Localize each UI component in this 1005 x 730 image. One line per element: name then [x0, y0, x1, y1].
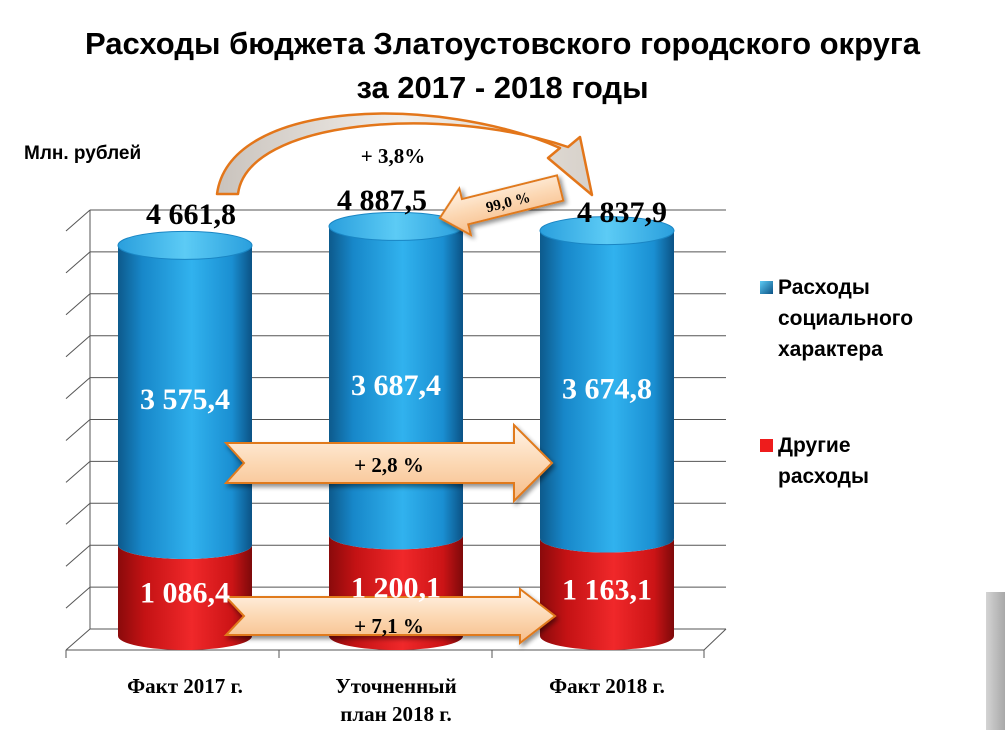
data-label-social: 3 687,4	[351, 369, 441, 402]
gridline-depth	[65, 251, 91, 274]
bar-top-cap	[539, 216, 675, 246]
category-label: Факт 2018 г.	[549, 674, 665, 698]
gridline-depth	[65, 586, 91, 609]
gridline-depth	[65, 544, 91, 567]
growth-label-social: + 2,8 %	[354, 453, 424, 477]
bar-top-cap	[117, 230, 253, 260]
back-arrow-group: 99,0 %	[438, 174, 565, 237]
gridline-depth	[65, 502, 91, 525]
gridline-depth	[65, 293, 91, 316]
growth-arrow-other	[223, 586, 557, 646]
chart-title-line-1: Расходы бюджета Златоустовского городско…	[84, 26, 920, 61]
gridline-depth	[65, 209, 91, 232]
bar-segment-other	[118, 544, 252, 650]
growth-label-other: + 7,1 %	[354, 614, 424, 638]
legend-text-line: расходы	[778, 465, 869, 488]
growth-label-total: + 3,8%	[361, 144, 425, 168]
growth-arrow-social	[223, 422, 554, 504]
side-scroll-decoration	[986, 592, 1005, 730]
floor-right-edge	[703, 628, 727, 651]
legend-text-line: характера	[778, 338, 883, 361]
chart-title-line-2: за 2017 - 2018 годы	[356, 70, 649, 105]
unit-label: Млн. рублей	[24, 143, 142, 164]
data-label-other: 1 086,4	[140, 576, 230, 609]
total-label: 4 661,8	[146, 198, 236, 231]
category-label: Факт 2017 г.	[127, 674, 243, 698]
legend-swatch-social	[760, 281, 773, 294]
gridline-depth	[65, 377, 91, 399]
growth-arrows: + 2,8 % + 7,1 % + 3,8% 99,0 %	[215, 112, 594, 646]
category-label: Уточненный	[335, 674, 456, 698]
gridline-depth	[65, 461, 91, 483]
gridline-depth	[65, 419, 91, 441]
data-label-social: 3 575,4	[140, 383, 230, 416]
legend-swatch-other	[760, 439, 773, 452]
data-label-other: 1 200,1	[351, 572, 441, 605]
category-label: план 2018 г.	[340, 702, 451, 726]
legend-text-line: Расходы	[778, 276, 870, 299]
category-axis: Факт 2017 г. Уточненный план 2018 г. Факт 2…	[127, 674, 665, 726]
legend-text-line: Другие	[778, 434, 851, 457]
bar-segment-social	[540, 230, 674, 553]
value-labels: 3 575,4 1 086,4 4 661,8 3 687,4 1 200,1 4 887…	[140, 184, 667, 609]
gridline-depth	[65, 628, 91, 651]
bar-segment-social	[118, 245, 252, 559]
data-label-social: 3 674,8	[562, 373, 652, 406]
gridline-depth	[65, 335, 91, 358]
total-label: 4 837,9	[577, 196, 667, 229]
back-arrow-plan-vs-fact	[438, 174, 565, 237]
curved-arrow-fact-to-fact	[215, 112, 594, 197]
bar-segment-other	[540, 538, 674, 650]
total-label: 4 887,5	[337, 184, 427, 217]
data-label-other: 1 163,1	[562, 573, 652, 606]
legend-text-line: социального	[778, 307, 914, 330]
legend-item-social: Расходы социального характера	[760, 272, 914, 365]
legend-item-other: Другие расходы	[760, 430, 869, 492]
